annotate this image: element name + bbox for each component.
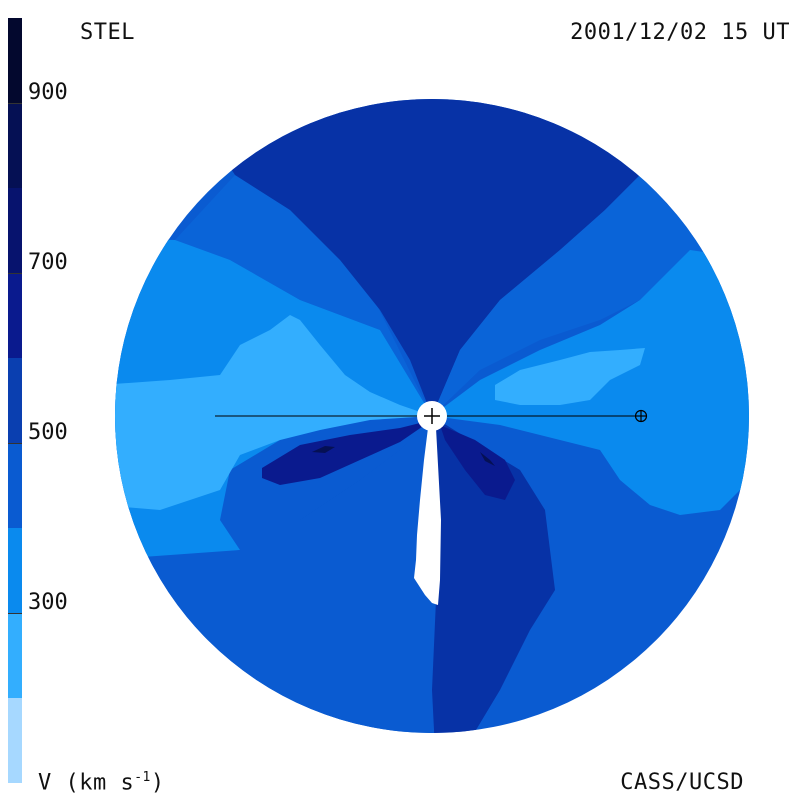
colorbar-band-400 <box>8 528 22 613</box>
colorbar-band-600 <box>8 358 22 443</box>
region-south-dark-wedge <box>432 416 555 733</box>
units-exponent: -1 <box>134 770 151 785</box>
data-gap-shadow <box>414 428 441 605</box>
credit-label: CASS/UCSD <box>620 770 744 795</box>
units-label: V (km s-1) <box>38 770 165 795</box>
timestamp-label: 2001/12/02 15 UT <box>570 20 790 45</box>
region-left-darkest-core <box>312 446 335 453</box>
sun-disk-icon <box>417 401 447 431</box>
tick-label-500: 500 <box>28 420 68 445</box>
tick-mark-300 <box>8 613 22 614</box>
region-right-darkest-core <box>480 452 495 466</box>
colorbar-band-200 <box>8 698 22 783</box>
region-left-dark-lobe <box>262 420 432 485</box>
tick-label-900: 900 <box>28 80 68 105</box>
region-right-lightest <box>495 348 645 405</box>
colorbar-band-300 <box>8 613 22 698</box>
organization-label: STEL <box>80 20 135 45</box>
units-suffix: ) <box>150 770 165 796</box>
region-right-dark-lobe <box>440 425 515 500</box>
tick-label-300: 300 <box>28 590 68 615</box>
colorbar-band-800 <box>8 188 22 273</box>
velocity-colorbar <box>8 18 22 783</box>
tick-mark-500 <box>8 443 22 444</box>
tick-mark-900 <box>8 103 22 104</box>
tick-mark-700 <box>8 273 22 274</box>
region-upper-right-band <box>432 175 749 416</box>
earth-symbol-icon <box>634 409 648 423</box>
colorbar-band-500 <box>8 443 22 528</box>
colorbar-band-900 <box>8 103 22 188</box>
region-left-lightest <box>115 315 432 510</box>
tick-label-700: 700 <box>28 250 68 275</box>
units-prefix: V (km s <box>38 770 135 796</box>
colorbar-band-1000 <box>8 18 22 103</box>
colorbar-band-700 <box>8 273 22 358</box>
region-north-fast-wind <box>160 99 700 416</box>
